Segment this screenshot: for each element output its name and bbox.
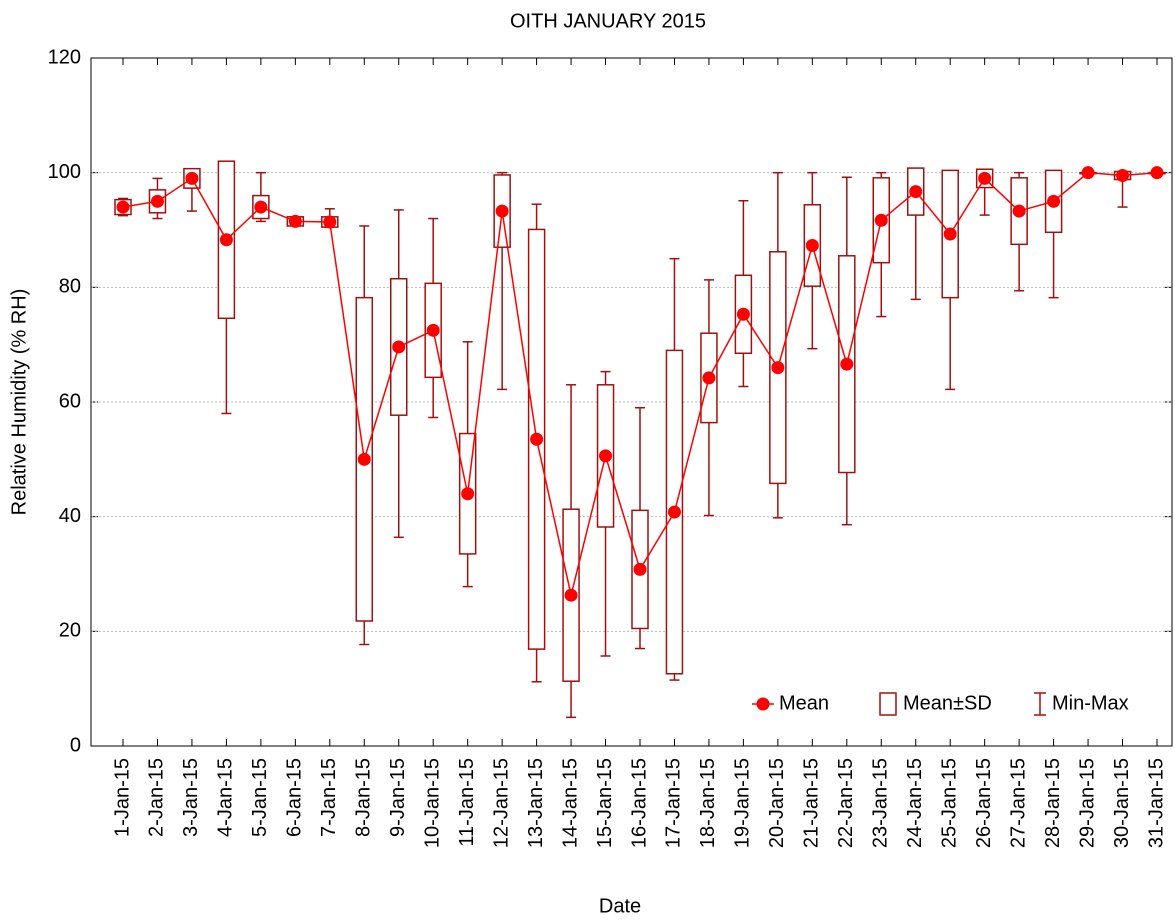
mean-point xyxy=(461,487,475,501)
mean-point xyxy=(426,323,440,337)
x-tick-label: 14-Jan-15 xyxy=(559,758,581,848)
mean-point xyxy=(633,562,647,576)
y-tick-label: 40 xyxy=(59,505,81,527)
x-tick-label: 11-Jan-15 xyxy=(456,758,478,847)
mean-point xyxy=(530,432,544,446)
x-tick-label: 8-Jan-15 xyxy=(353,758,375,837)
x-tick-label: 31-Jan-15 xyxy=(1145,758,1167,848)
legend-label: Min-Max xyxy=(1052,692,1129,714)
x-tick-label: 29-Jan-15 xyxy=(1076,758,1098,848)
mean-point xyxy=(943,227,957,241)
x-tick-label: 22-Jan-15 xyxy=(835,758,857,848)
mean-point xyxy=(392,340,406,354)
x-tick-label: 1-Jan-15 xyxy=(111,758,133,837)
mean-point xyxy=(909,185,923,199)
x-tick-label: 21-Jan-15 xyxy=(801,758,823,848)
mean-point xyxy=(1047,194,1061,208)
x-tick-label: 2-Jan-15 xyxy=(146,758,168,837)
mean-point xyxy=(667,505,681,519)
x-tick-label: 7-Jan-15 xyxy=(318,758,340,837)
y-tick-label: 120 xyxy=(48,46,81,68)
x-tick-label: 24-Jan-15 xyxy=(904,758,926,848)
mean-point xyxy=(1150,166,1164,180)
mean-point xyxy=(1081,166,1095,180)
mean-point xyxy=(771,361,785,375)
mean-point xyxy=(874,213,888,227)
mean-point xyxy=(254,200,268,214)
x-tick-label: 3-Jan-15 xyxy=(180,758,202,837)
mean-point xyxy=(288,214,302,228)
x-tick-label: 28-Jan-15 xyxy=(1042,758,1064,848)
x-tick-label: 16-Jan-15 xyxy=(628,758,650,848)
x-tick-label: 25-Jan-15 xyxy=(938,758,960,848)
mean-point xyxy=(1012,204,1026,218)
mean-point xyxy=(702,371,716,385)
mean-point xyxy=(805,238,819,252)
y-tick-label: 80 xyxy=(59,276,81,298)
mean-point xyxy=(599,449,613,463)
y-tick-label: 0 xyxy=(70,734,81,756)
x-tick-label: 10-Jan-15 xyxy=(421,758,443,848)
y-axis-label: Relative Humidity (% RH) xyxy=(8,289,30,516)
mean-point xyxy=(564,588,578,602)
x-tick-label: 17-Jan-15 xyxy=(663,758,685,848)
mean-point xyxy=(116,200,130,214)
x-tick-label: 19-Jan-15 xyxy=(732,758,754,848)
mean-point xyxy=(978,171,992,185)
mean-point xyxy=(495,204,509,218)
x-tick-label: 15-Jan-15 xyxy=(594,758,616,848)
x-tick-label: 9-Jan-15 xyxy=(387,758,409,837)
x-tick-label: 23-Jan-15 xyxy=(870,758,892,848)
legend: Mean Mean±SD Min-Max xyxy=(752,692,1129,716)
y-tick-label: 20 xyxy=(59,620,81,642)
mean-point xyxy=(840,357,854,371)
x-axis-label: Date xyxy=(599,895,641,917)
x-tick-label: 5-Jan-15 xyxy=(249,758,271,837)
mean-point xyxy=(219,233,233,247)
x-tick-label: 30-Jan-15 xyxy=(1111,758,1133,848)
mean-point xyxy=(357,452,371,466)
mean-point xyxy=(185,171,199,185)
x-tick-label: 27-Jan-15 xyxy=(1007,758,1029,848)
x-tick-label: 4-Jan-15 xyxy=(215,758,237,837)
x-tick-label: 13-Jan-15 xyxy=(525,758,547,848)
x-tick-label: 20-Jan-15 xyxy=(766,758,788,848)
mean-point xyxy=(323,215,337,229)
x-tick-label: 6-Jan-15 xyxy=(284,758,306,837)
y-tick-label: 60 xyxy=(59,390,81,412)
mean-point xyxy=(150,194,164,208)
x-tick-label: 18-Jan-15 xyxy=(697,758,719,848)
legend-swatch xyxy=(879,692,897,716)
mean-point xyxy=(1116,169,1130,183)
x-tick-label: 26-Jan-15 xyxy=(973,758,995,848)
mean-point xyxy=(736,307,750,321)
chart-title: OITH JANUARY 2015 xyxy=(510,10,706,32)
legend-label: Mean xyxy=(779,692,829,714)
y-tick-label: 100 xyxy=(48,161,81,183)
x-tick-label: 12-Jan-15 xyxy=(490,758,512,848)
legend-swatch xyxy=(756,697,770,711)
legend-label: Mean±SD xyxy=(903,692,992,714)
plot-frame xyxy=(90,57,1173,747)
